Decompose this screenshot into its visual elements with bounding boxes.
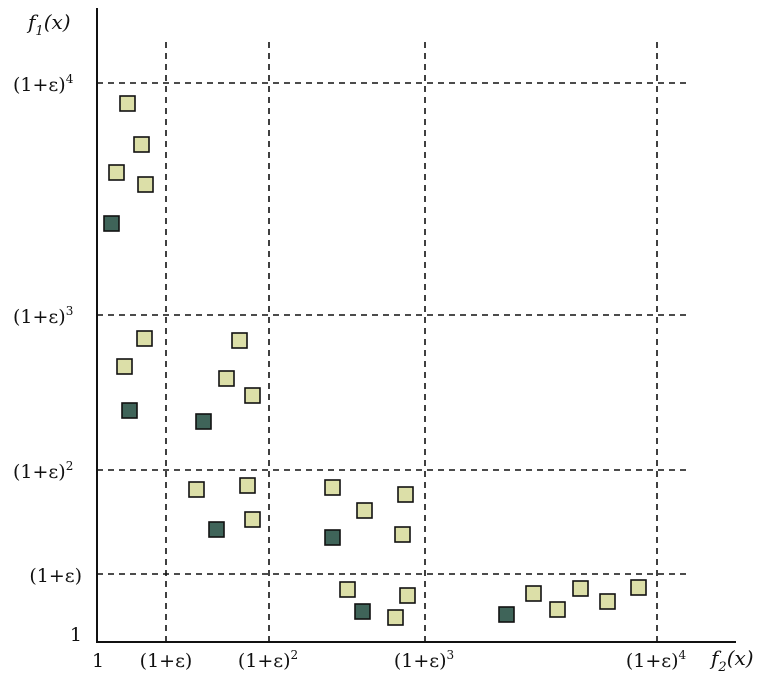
light-point <box>549 601 566 618</box>
light-point <box>218 370 235 387</box>
y-tick-eps1: (1+ε) <box>29 565 82 587</box>
light-point <box>394 526 411 543</box>
light-point <box>137 176 154 193</box>
grid-lines <box>97 42 690 642</box>
light-point <box>119 95 136 112</box>
x-tick-eps4: (1+ε)4 <box>626 648 687 672</box>
dark-point <box>103 215 120 232</box>
dark-point <box>354 603 371 620</box>
dark-point <box>498 606 515 623</box>
light-point <box>116 358 133 375</box>
dark-point <box>121 402 138 419</box>
light-point <box>244 387 261 404</box>
y-tick-eps4: (1+ε)4 <box>13 72 74 96</box>
x-tick-1: 1 <box>92 650 104 672</box>
dark-point <box>208 521 225 538</box>
light-point <box>231 332 248 349</box>
light-point <box>525 585 542 602</box>
y-tick-labels: 1 (1+ε) (1+ε)2 (1+ε)3 (1+ε)4 <box>13 72 82 646</box>
light-point <box>387 609 404 626</box>
axes <box>96 8 736 643</box>
light-point <box>239 477 256 494</box>
light-point <box>599 593 616 610</box>
light-point <box>244 511 261 528</box>
x-tick-eps3: (1+ε)3 <box>394 648 454 672</box>
light-point <box>133 136 150 153</box>
light-point <box>136 330 153 347</box>
x-tick-labels: 1 (1+ε) (1+ε)2 (1+ε)3 (1+ε)4 <box>92 648 687 672</box>
light-point <box>399 587 416 604</box>
y-tick-eps3: (1+ε)3 <box>13 304 73 328</box>
light-point <box>356 502 373 519</box>
light-point <box>108 164 125 181</box>
x-tick-eps2: (1+ε)2 <box>238 648 298 672</box>
y-tick-1: 1 <box>70 624 82 646</box>
y-axis-title: f1(x) <box>26 10 71 39</box>
light-point <box>572 580 589 597</box>
solution-points <box>103 95 647 626</box>
light-point <box>397 486 414 503</box>
x-axis-title: f2(x) <box>709 646 754 675</box>
light-point <box>324 479 341 496</box>
light-point <box>188 481 205 498</box>
dark-point <box>324 529 341 546</box>
dark-point <box>195 413 212 430</box>
light-point <box>339 581 356 598</box>
x-tick-eps1: (1+ε) <box>140 650 193 672</box>
y-tick-eps2: (1+ε)2 <box>13 459 73 483</box>
light-point <box>630 579 647 596</box>
